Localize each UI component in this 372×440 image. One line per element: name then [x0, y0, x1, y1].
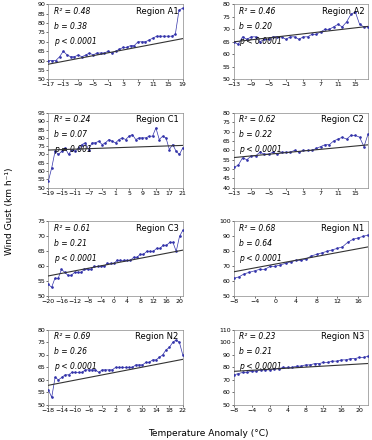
Text: b = 0.20: b = 0.20: [239, 22, 272, 31]
Text: R² = 0.46: R² = 0.46: [239, 7, 276, 16]
Text: p < 0.0001: p < 0.0001: [54, 37, 96, 46]
Text: b = 0.21: b = 0.21: [239, 347, 272, 356]
Text: p < 0.0001: p < 0.0001: [54, 253, 96, 263]
Text: b = 0.22: b = 0.22: [239, 130, 272, 139]
Text: p < 0.0001: p < 0.0001: [239, 145, 282, 154]
Text: Region C1: Region C1: [136, 115, 179, 124]
Text: R² = 0.48: R² = 0.48: [54, 7, 90, 16]
Text: b = 0.38: b = 0.38: [54, 22, 87, 31]
Text: Region N2: Region N2: [135, 332, 179, 341]
Text: Wind Gust (km h⁻¹): Wind Gust (km h⁻¹): [5, 168, 14, 255]
Text: R² = 0.24: R² = 0.24: [54, 115, 90, 124]
Text: p < 0.0001: p < 0.0001: [239, 362, 282, 371]
Text: b = 0.26: b = 0.26: [54, 347, 87, 356]
Text: R² = 0.61: R² = 0.61: [54, 224, 90, 233]
Text: Region N1: Region N1: [321, 224, 364, 233]
Text: Region C2: Region C2: [321, 115, 364, 124]
Text: p = 0.001: p = 0.001: [54, 145, 92, 154]
Text: Region C3: Region C3: [136, 224, 179, 233]
Text: b = 0.64: b = 0.64: [239, 238, 272, 248]
Text: b = 0.07: b = 0.07: [54, 130, 87, 139]
Text: Region A1: Region A1: [136, 7, 179, 16]
Text: Temperature Anomaly (°C): Temperature Anomaly (°C): [148, 429, 269, 438]
Text: p < 0.0001: p < 0.0001: [54, 362, 96, 371]
Text: Region N3: Region N3: [321, 332, 364, 341]
Text: Region A2: Region A2: [322, 7, 364, 16]
Text: R² = 0.23: R² = 0.23: [239, 332, 276, 341]
Text: p < 0.0001: p < 0.0001: [239, 253, 282, 263]
Text: p < 0.0001: p < 0.0001: [239, 37, 282, 46]
Text: R² = 0.68: R² = 0.68: [239, 224, 276, 233]
Text: b = 0.21: b = 0.21: [54, 238, 87, 248]
Text: R² = 0.69: R² = 0.69: [54, 332, 90, 341]
Text: R² = 0.62: R² = 0.62: [239, 115, 276, 124]
